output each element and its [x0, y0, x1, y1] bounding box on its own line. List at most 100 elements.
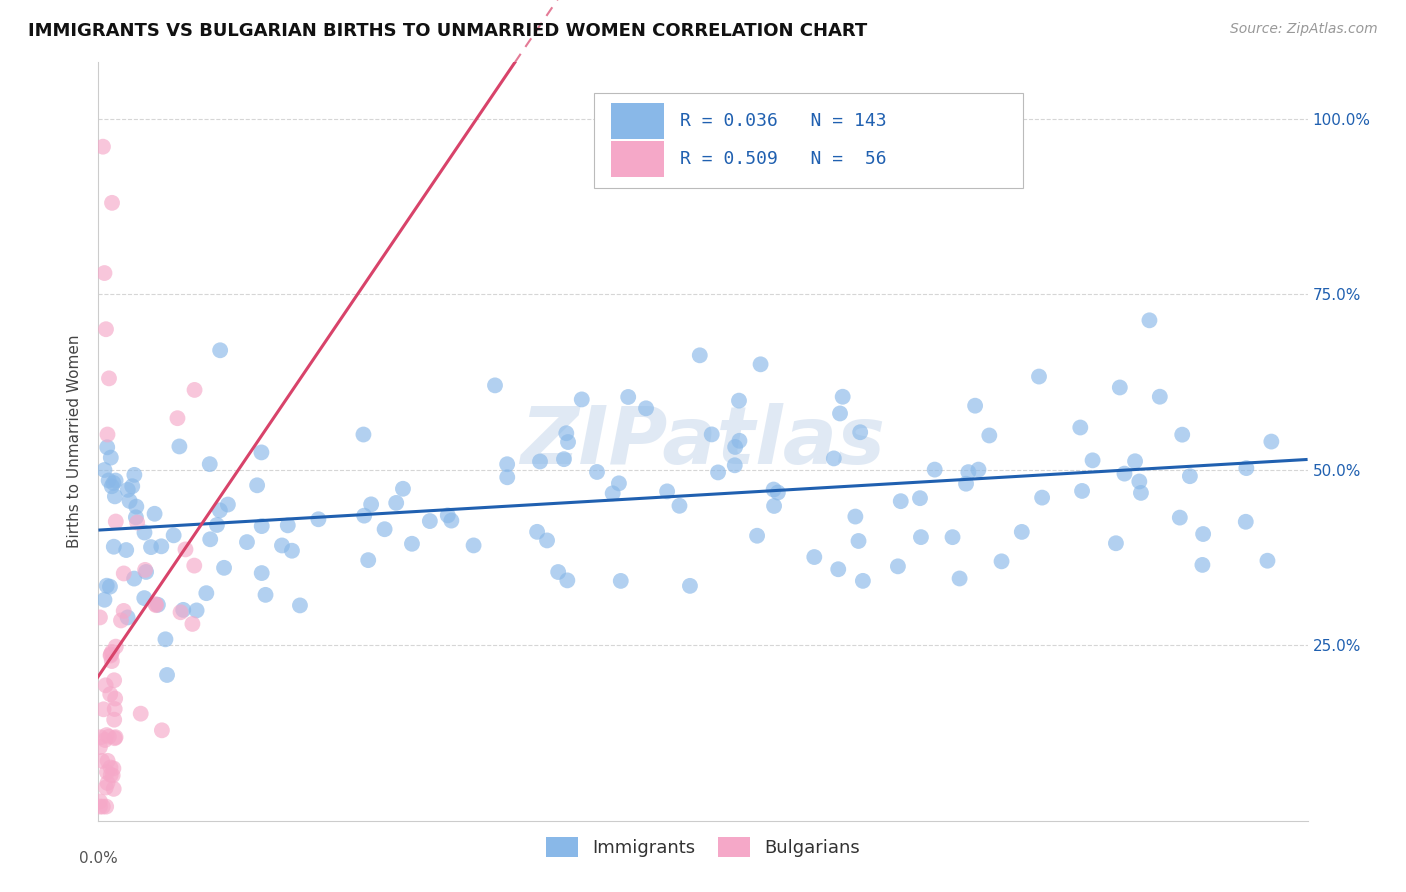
Point	[1069, 420, 1091, 434]
Point	[93, 702, 115, 716]
Point	[436, 508, 458, 523]
Point	[634, 401, 657, 416]
Text: IMMIGRANTS VS BULGARIAN BIRTHS TO UNMARRIED WOMEN CORRELATION CHART: IMMIGRANTS VS BULGARIAN BIRTHS TO UNMARR…	[28, 22, 868, 40]
Point	[104, 731, 127, 746]
Point	[89, 730, 111, 744]
Point	[212, 561, 235, 575]
Point	[1168, 510, 1191, 524]
Point	[890, 494, 912, 508]
Point	[762, 483, 785, 497]
Point	[707, 466, 730, 480]
Point	[103, 713, 125, 727]
Point	[607, 476, 630, 491]
Point	[186, 603, 208, 617]
Point	[169, 605, 191, 619]
Point	[163, 528, 186, 542]
Point	[353, 508, 375, 523]
Point	[94, 799, 117, 814]
Legend: Immigrants, Bulgarians: Immigrants, Bulgarians	[538, 830, 868, 864]
Point	[122, 572, 145, 586]
Point	[463, 538, 485, 552]
Point	[440, 514, 463, 528]
Point	[828, 407, 851, 421]
Point	[1028, 369, 1050, 384]
Point	[112, 566, 135, 581]
Point	[610, 574, 633, 588]
Point	[823, 451, 845, 466]
Point	[104, 640, 127, 654]
Point	[1011, 524, 1033, 539]
Point	[571, 392, 593, 407]
Point	[91, 799, 114, 814]
Point	[728, 393, 751, 408]
Point	[484, 378, 506, 392]
Point	[96, 728, 118, 742]
Point	[250, 519, 273, 533]
Point	[1234, 515, 1257, 529]
Point	[617, 390, 640, 404]
Text: ZIPatlas: ZIPatlas	[520, 402, 886, 481]
Point	[236, 535, 259, 549]
Point	[104, 474, 127, 488]
Point	[100, 648, 122, 662]
Point	[96, 427, 118, 442]
Point	[250, 566, 273, 580]
Point	[529, 454, 551, 468]
Point	[101, 768, 124, 782]
Point	[496, 457, 519, 471]
Point	[125, 500, 148, 514]
Point	[1191, 558, 1213, 572]
Point	[526, 524, 548, 539]
Point	[766, 485, 789, 500]
Point	[655, 484, 678, 499]
Point	[93, 463, 115, 477]
Point	[134, 525, 156, 540]
Point	[129, 706, 152, 721]
Point	[117, 483, 139, 497]
Point	[924, 462, 946, 476]
Point	[145, 598, 167, 612]
Point	[557, 435, 579, 450]
Point	[195, 586, 218, 600]
Point	[1114, 467, 1136, 481]
Point	[96, 579, 118, 593]
Point	[101, 479, 124, 493]
Point	[143, 507, 166, 521]
Point	[763, 499, 786, 513]
Point	[156, 668, 179, 682]
Point	[827, 562, 849, 576]
Point	[104, 730, 127, 744]
Point	[135, 565, 157, 579]
Point	[941, 530, 963, 544]
Point	[385, 496, 408, 510]
Point	[183, 558, 205, 573]
Point	[89, 610, 111, 624]
Point	[246, 478, 269, 492]
Point	[101, 654, 124, 668]
Point	[103, 540, 125, 554]
Point	[957, 465, 980, 479]
Point	[955, 476, 977, 491]
FancyBboxPatch shape	[595, 93, 1024, 187]
Point	[803, 549, 825, 564]
Point	[965, 399, 987, 413]
Point	[848, 533, 870, 548]
Point	[101, 195, 124, 210]
Point	[700, 427, 723, 442]
Point	[557, 574, 579, 588]
Point	[97, 730, 120, 744]
Point	[844, 509, 866, 524]
Point	[749, 357, 772, 371]
Point	[668, 499, 690, 513]
Point	[967, 462, 990, 476]
Point	[887, 559, 910, 574]
Point	[1139, 313, 1161, 327]
Point	[112, 604, 135, 618]
Point	[100, 768, 122, 782]
Point	[553, 452, 575, 467]
Point	[745, 529, 768, 543]
FancyBboxPatch shape	[612, 103, 664, 139]
Point	[104, 691, 127, 706]
Point	[124, 467, 146, 482]
Point	[392, 482, 415, 496]
